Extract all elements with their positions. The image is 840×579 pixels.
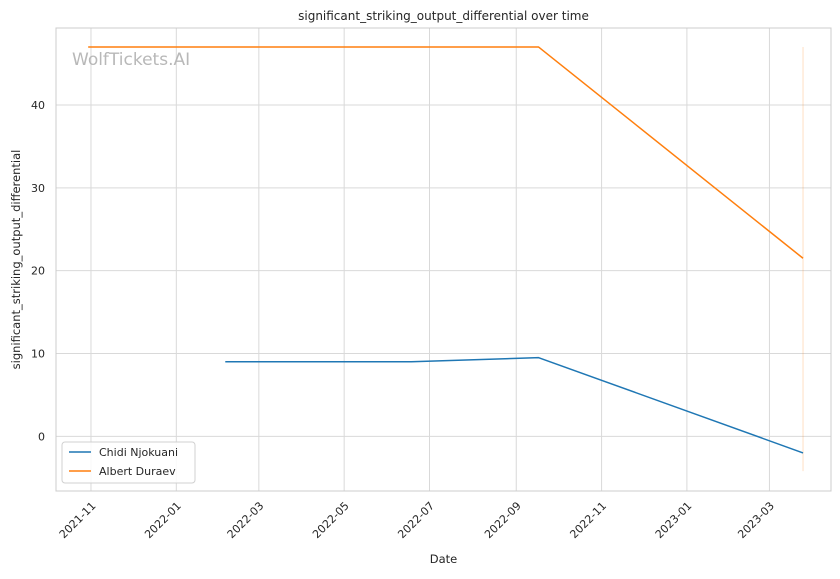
series-line-1 [225,356,804,454]
legend-label: Chidi Njokuani [99,446,178,459]
plot-frame [55,27,832,492]
y-tick-labels: 0 10 20 30 40 [31,99,45,443]
series-layer [88,46,804,454]
y-tick-label: 20 [31,265,45,278]
watermark-text: WolfTickets.AI [72,50,190,70]
y-tick-label: 0 [38,430,45,443]
y-tick-label: 40 [31,99,45,112]
grid-layer [56,28,831,491]
legend-label: Albert Duraev [99,465,176,478]
legend: Chidi Njokuani Albert Duraev [61,441,196,484]
chart-title: significant_striking_output_differential… [298,9,589,23]
y-tick-label: 30 [31,182,45,195]
x-axis-label: Date [430,552,458,566]
series-line-2 [88,46,804,259]
y-axis-label: significant_striking_output_differential [9,150,23,370]
legend-box [61,441,196,484]
y-tick-label: 10 [31,348,45,361]
